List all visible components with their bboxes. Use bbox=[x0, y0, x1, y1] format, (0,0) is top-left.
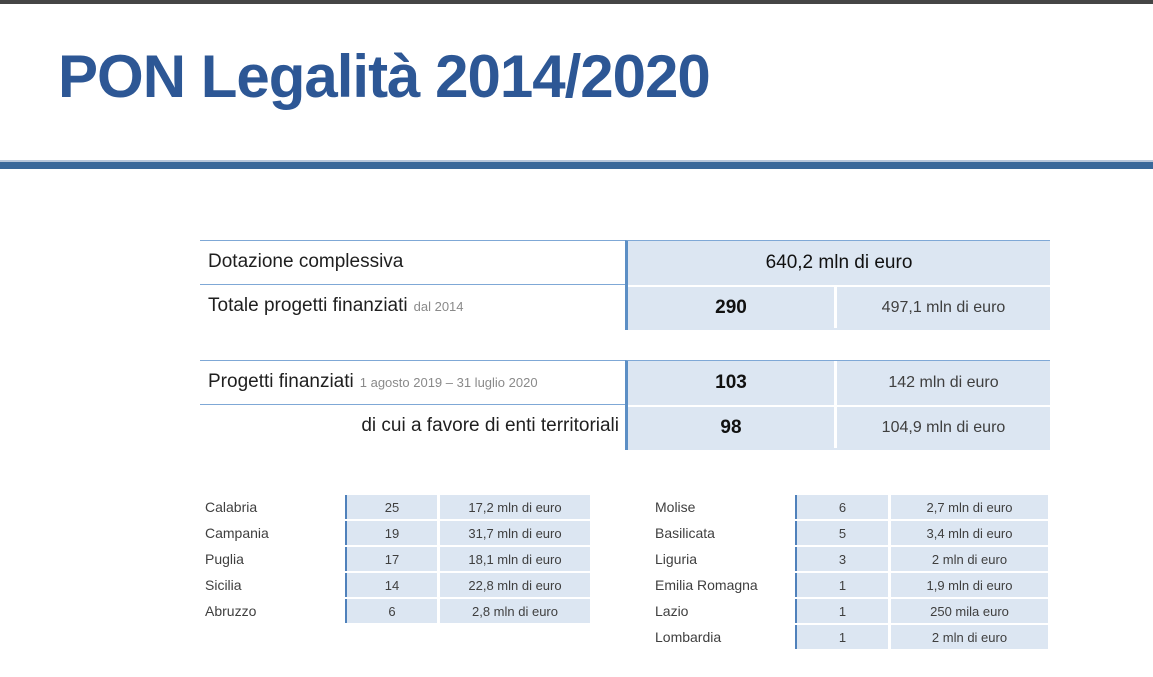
table-row: Abruzzo 6 2,8 mln di euro bbox=[205, 599, 590, 623]
count-cell: 98 bbox=[628, 407, 837, 448]
count-cell: 103 bbox=[628, 361, 837, 405]
table-row: Lazio 1 250 mila euro bbox=[655, 599, 1048, 623]
region-count: 25 bbox=[345, 495, 437, 519]
table-row: 103 142 mln di euro bbox=[628, 361, 1050, 405]
region-count: 19 bbox=[345, 521, 437, 545]
table-row: Calabria 25 17,2 mln di euro bbox=[205, 495, 590, 519]
region-amount: 31,7 mln di euro bbox=[440, 521, 590, 545]
summary-table-labels: Dotazione complessiva Totale progetti fi… bbox=[200, 240, 625, 330]
row-label: di cui a favore di enti territoriali bbox=[361, 415, 619, 436]
regions-table-left: Calabria 25 17,2 mln di euro Campania 19… bbox=[205, 495, 590, 625]
amount-cell: 104,9 mln di euro bbox=[837, 407, 1050, 448]
region-name: Abruzzo bbox=[205, 603, 257, 619]
table-row: Puglia 17 18,1 mln di euro bbox=[205, 547, 590, 571]
region-count: 1 bbox=[795, 625, 888, 649]
summary-table-values: 640,2 mln di euro 290 497,1 mln di euro bbox=[625, 240, 1050, 330]
region-amount: 2 mln di euro bbox=[891, 625, 1048, 649]
region-name: Lazio bbox=[655, 603, 689, 619]
page-title: PON Legalità 2014/2020 bbox=[58, 43, 711, 110]
region-amount: 2,8 mln di euro bbox=[440, 599, 590, 623]
table-row: Basilicata 5 3,4 mln di euro bbox=[655, 521, 1048, 545]
period-table: Progetti finanziati 1 agosto 2019 – 31 l… bbox=[200, 360, 1050, 450]
region-amount: 18,1 mln di euro bbox=[440, 547, 590, 571]
region-count: 6 bbox=[345, 599, 437, 623]
period-table-values: 103 142 mln di euro 98 104,9 mln di euro bbox=[625, 360, 1050, 450]
table-row: Totale progetti finanziati dal 2014 bbox=[200, 285, 625, 330]
projects-count: 290 bbox=[715, 296, 747, 318]
table-row: di cui a favore di enti territoriali bbox=[200, 405, 625, 450]
region-name: Calabria bbox=[205, 499, 258, 515]
row-sublabel: dal 2014 bbox=[413, 299, 464, 314]
table-row: Progetti finanziati 1 agosto 2019 – 31 l… bbox=[200, 360, 625, 405]
region-count: 3 bbox=[795, 547, 888, 571]
region-name: Basilicata bbox=[655, 525, 715, 541]
region-amount: 3,4 mln di euro bbox=[891, 521, 1048, 545]
count-cell: 290 bbox=[628, 287, 837, 328]
region-amount: 250 mila euro bbox=[891, 599, 1048, 623]
table-row: Molise 6 2,7 mln di euro bbox=[655, 495, 1048, 519]
region-amount: 2,7 mln di euro bbox=[891, 495, 1048, 519]
table-row: Lombardia 1 2 mln di euro bbox=[655, 625, 1048, 649]
region-count: 6 bbox=[795, 495, 888, 519]
period-table-labels: Progetti finanziati 1 agosto 2019 – 31 l… bbox=[200, 360, 625, 450]
table-row: Emilia Romagna 1 1,9 mln di euro bbox=[655, 573, 1048, 597]
projects-amount: 104,9 mln di euro bbox=[881, 418, 1006, 436]
table-row: Sicilia 14 22,8 mln di euro bbox=[205, 573, 590, 597]
regions-table-right: Molise 6 2,7 mln di euro Basilicata 5 3,… bbox=[655, 495, 1048, 651]
table-row: 640,2 mln di euro bbox=[628, 241, 1050, 285]
projects-count: 103 bbox=[715, 372, 747, 393]
projects-count: 98 bbox=[720, 416, 742, 438]
amount-cell: 142 mln di euro bbox=[837, 361, 1050, 405]
table-row: Campania 19 31,7 mln di euro bbox=[205, 521, 590, 545]
total-endowment-value: 640,2 mln di euro bbox=[765, 252, 913, 273]
region-count: 1 bbox=[795, 599, 888, 623]
region-amount: 1,9 mln di euro bbox=[891, 573, 1048, 597]
region-amount: 2 mln di euro bbox=[891, 547, 1048, 571]
value-cell: 640,2 mln di euro bbox=[628, 241, 1050, 285]
row-label: Dotazione complessiva bbox=[208, 251, 404, 272]
region-name: Lombardia bbox=[655, 629, 722, 645]
region-count: 17 bbox=[345, 547, 437, 571]
region-name: Sicilia bbox=[205, 577, 242, 593]
region-amount: 22,8 mln di euro bbox=[440, 573, 590, 597]
region-amount: 17,2 mln di euro bbox=[440, 495, 590, 519]
amount-cell: 497,1 mln di euro bbox=[837, 287, 1050, 328]
table-row: 290 497,1 mln di euro bbox=[628, 285, 1050, 328]
region-count: 14 bbox=[345, 573, 437, 597]
region-count: 1 bbox=[795, 573, 888, 597]
projects-amount: 497,1 mln di euro bbox=[881, 298, 1006, 316]
title-divider-rule bbox=[0, 160, 1153, 169]
region-name: Campania bbox=[205, 525, 269, 541]
region-name: Molise bbox=[655, 499, 696, 515]
summary-table: Dotazione complessiva Totale progetti fi… bbox=[200, 240, 1050, 330]
row-label: Progetti finanziati bbox=[208, 371, 354, 392]
region-name: Puglia bbox=[205, 551, 244, 567]
row-label: Totale progetti finanziati bbox=[208, 295, 408, 316]
projects-amount: 142 mln di euro bbox=[888, 374, 999, 391]
row-sublabel: 1 agosto 2019 – 31 luglio 2020 bbox=[359, 375, 538, 390]
table-row: Dotazione complessiva bbox=[200, 240, 625, 285]
table-row: 98 104,9 mln di euro bbox=[628, 405, 1050, 448]
region-name: Liguria bbox=[655, 551, 698, 567]
top-border-bar bbox=[0, 0, 1153, 4]
region-count: 5 bbox=[795, 521, 888, 545]
table-row: Liguria 3 2 mln di euro bbox=[655, 547, 1048, 571]
region-name: Emilia Romagna bbox=[655, 577, 758, 593]
